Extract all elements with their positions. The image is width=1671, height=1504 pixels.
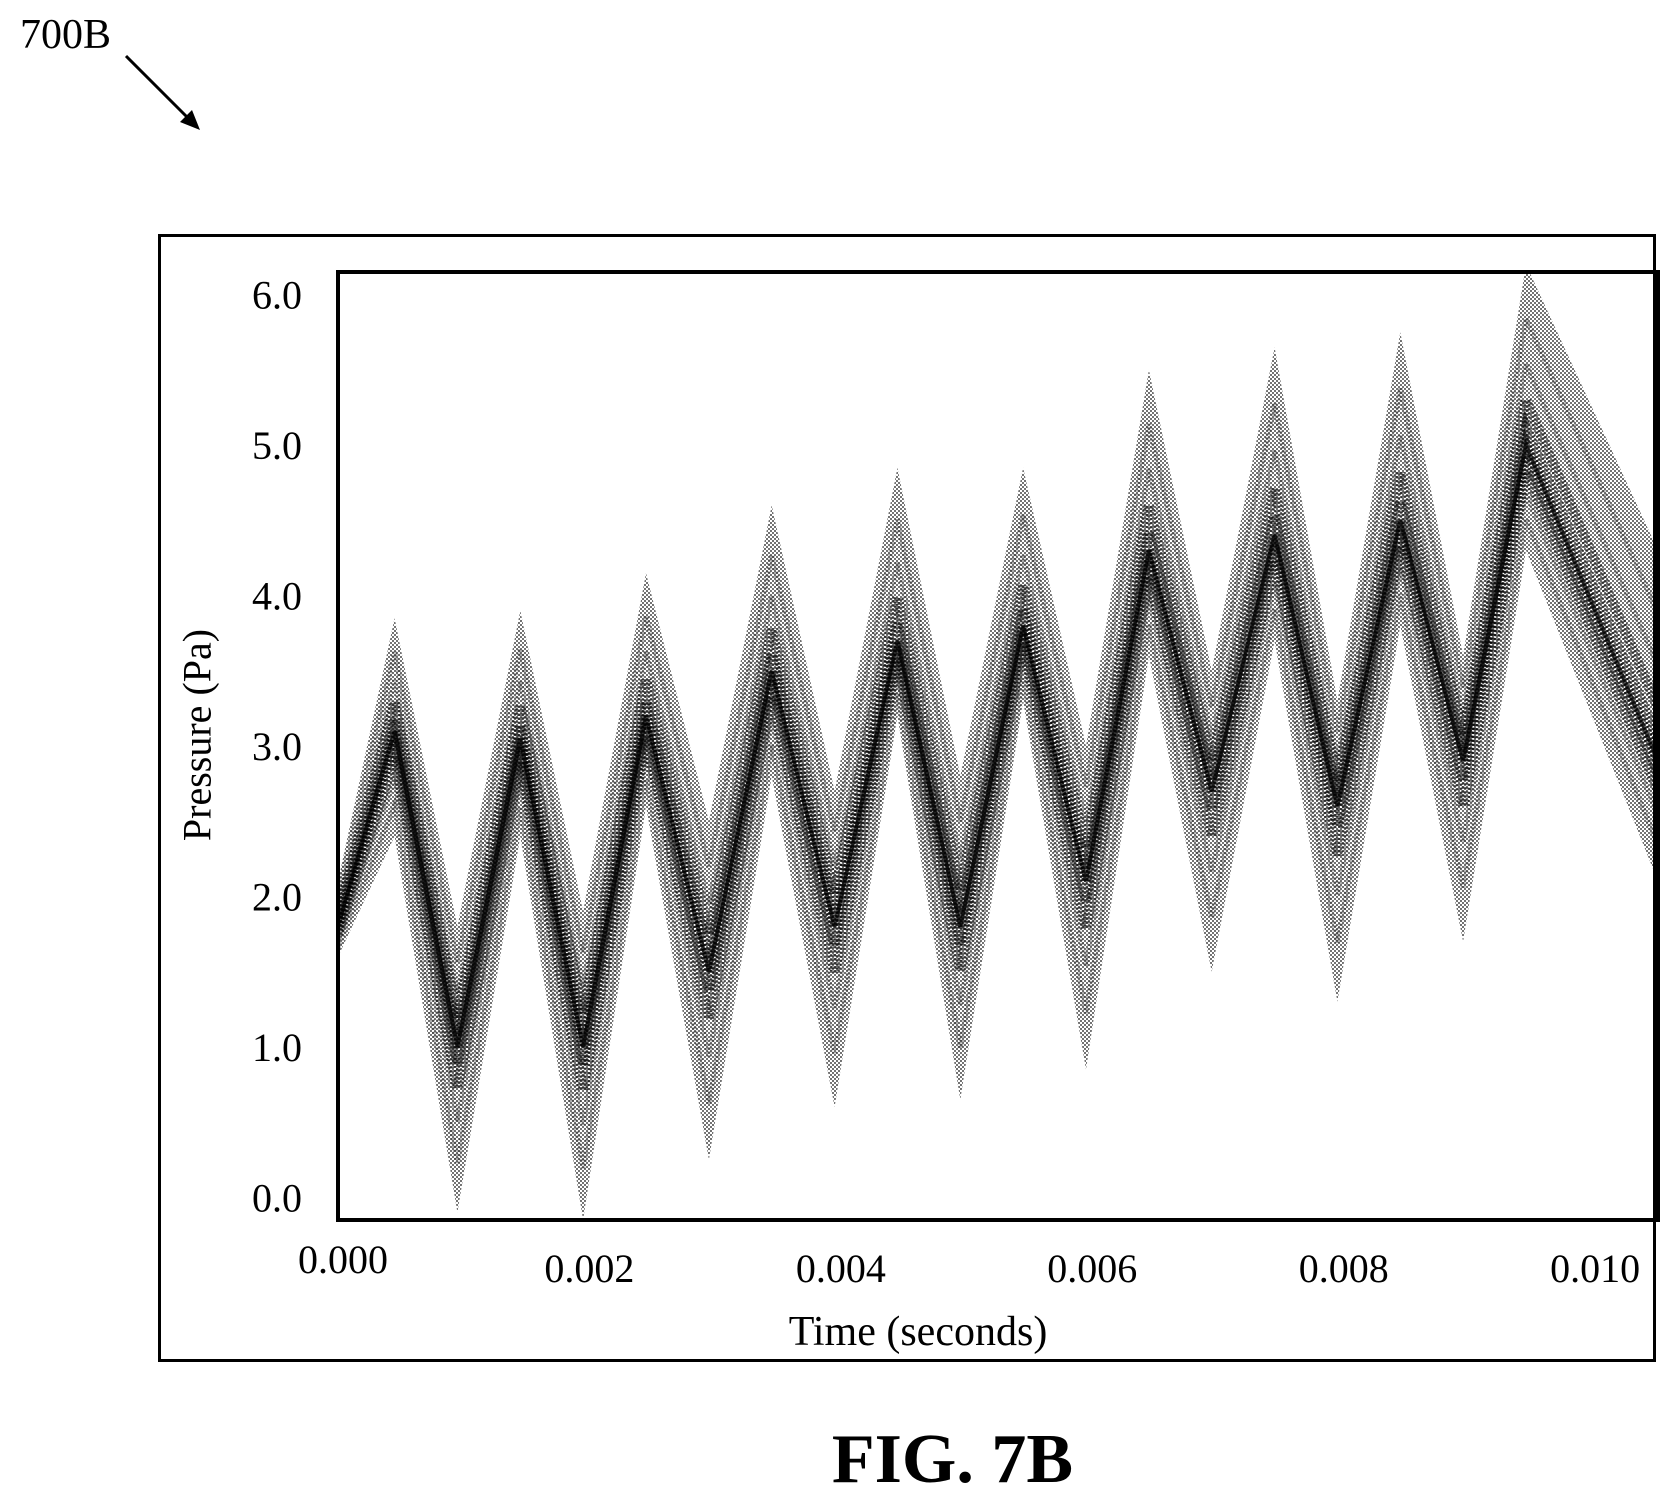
x-tick-label: 0.004 bbox=[796, 1246, 886, 1291]
pressure-trace-0 bbox=[338, 509, 1658, 1169]
y-tick-label: 6.0 bbox=[252, 273, 302, 318]
plot-frame bbox=[336, 270, 1660, 1222]
y-tick-label: 1.0 bbox=[252, 1025, 302, 1070]
figure-caption: FIG. 7B bbox=[831, 1421, 1074, 1498]
pressure-trace-6 bbox=[338, 382, 1658, 1018]
figure-border bbox=[158, 234, 1656, 1362]
x-tick-label: 0.006 bbox=[1047, 1246, 1137, 1291]
y-tick-label: 3.0 bbox=[252, 724, 302, 769]
y-tick-label: 4.0 bbox=[252, 574, 302, 619]
pressure-trace-7 bbox=[338, 355, 1658, 994]
y-tick-label: 2.0 bbox=[252, 875, 302, 920]
y-tick-label: 5.0 bbox=[252, 423, 302, 468]
x-tick-label: 0.000 bbox=[298, 1237, 388, 1282]
axes: 0.0 1.0 2.0 3.0 4.0 5.0 6.0 0.000 0.002 0.004 0.00… bbox=[252, 273, 1640, 1291]
x-axis-label: Time (seconds) bbox=[788, 1309, 1048, 1355]
x-tick-label: 0.010 bbox=[1550, 1246, 1640, 1291]
reference-arrow-icon bbox=[124, 54, 200, 130]
x-tick-label: 0.008 bbox=[1299, 1246, 1389, 1291]
y-axis-label: Pressure (Pa) bbox=[174, 628, 220, 842]
plot-area bbox=[338, 272, 1658, 1220]
figure-reference-label: 700B bbox=[20, 12, 112, 58]
pressure-trace-5 bbox=[338, 409, 1658, 1036]
pressure-center-line bbox=[338, 438, 1658, 1048]
pressure-trace-8 bbox=[338, 310, 1658, 964]
y-tick-label: 0.0 bbox=[252, 1175, 302, 1220]
pressure-trace-2 bbox=[338, 453, 1658, 1092]
x-tick-label: 0.002 bbox=[544, 1246, 634, 1291]
